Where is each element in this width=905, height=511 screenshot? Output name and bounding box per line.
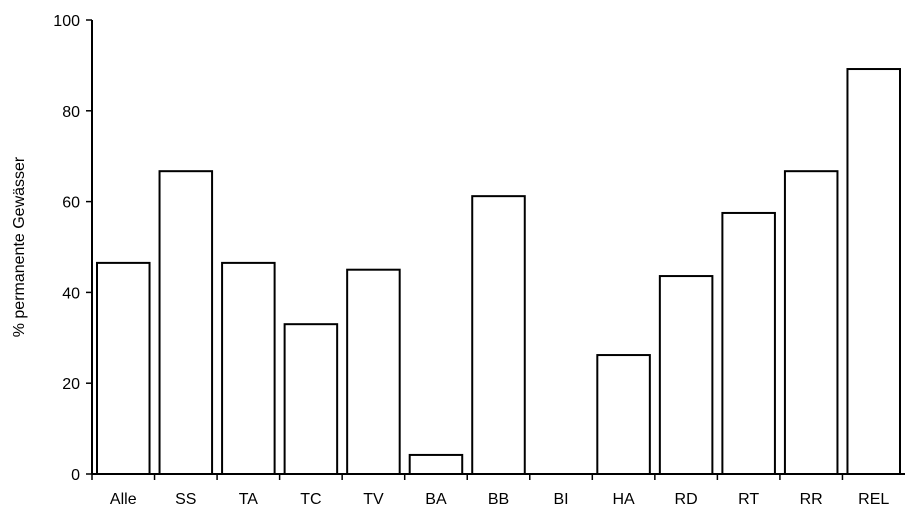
y-tick-label: 60 xyxy=(62,195,80,212)
x-tick-label-rel: REL xyxy=(858,491,889,508)
bar-rel xyxy=(846,68,901,475)
y-axis-ticks: 0 20 40 60 80 100 xyxy=(53,13,92,484)
y-axis-title: % permanente Gewässer xyxy=(11,156,28,337)
bar-ba xyxy=(408,453,464,476)
y-tick-label: 0 xyxy=(71,467,80,484)
x-tick-label-tc: TC xyxy=(300,491,321,508)
bar-ta xyxy=(221,261,276,476)
x-tick-label-rd: RD xyxy=(675,491,698,508)
x-tick-label-tv: TV xyxy=(363,491,384,508)
x-tick-label-ss: SS xyxy=(175,491,196,508)
x-tick-label-alle: Alle xyxy=(110,491,137,508)
y-tick-label: 100 xyxy=(53,13,80,30)
bar-ss xyxy=(158,170,214,475)
bars xyxy=(96,68,901,476)
x-tick-label-ba: BA xyxy=(425,491,447,508)
x-tick-label-bi: BI xyxy=(553,491,568,508)
bar-rr xyxy=(783,170,839,475)
bar-bb xyxy=(471,195,526,475)
y-tick-label: 40 xyxy=(62,285,80,302)
y-tick-label: 80 xyxy=(62,104,80,121)
bar-tv xyxy=(346,268,401,476)
x-axis-ticks: Alle SS TA TC TV BA BB BI HA RD RT RR REL xyxy=(91,474,889,508)
bar-alle xyxy=(96,261,151,476)
bar-tc xyxy=(283,323,339,475)
x-tick-label-rr: RR xyxy=(800,491,823,508)
bar-ha xyxy=(596,354,651,475)
bar-rt xyxy=(721,211,776,475)
y-tick-label: 20 xyxy=(62,376,80,393)
x-tick-label-ha: HA xyxy=(612,491,635,508)
x-tick-label-rt: RT xyxy=(738,491,759,508)
x-tick-label-bb: BB xyxy=(488,491,509,508)
bar-rd xyxy=(658,275,714,475)
x-tick-label-ta: TA xyxy=(239,491,259,508)
